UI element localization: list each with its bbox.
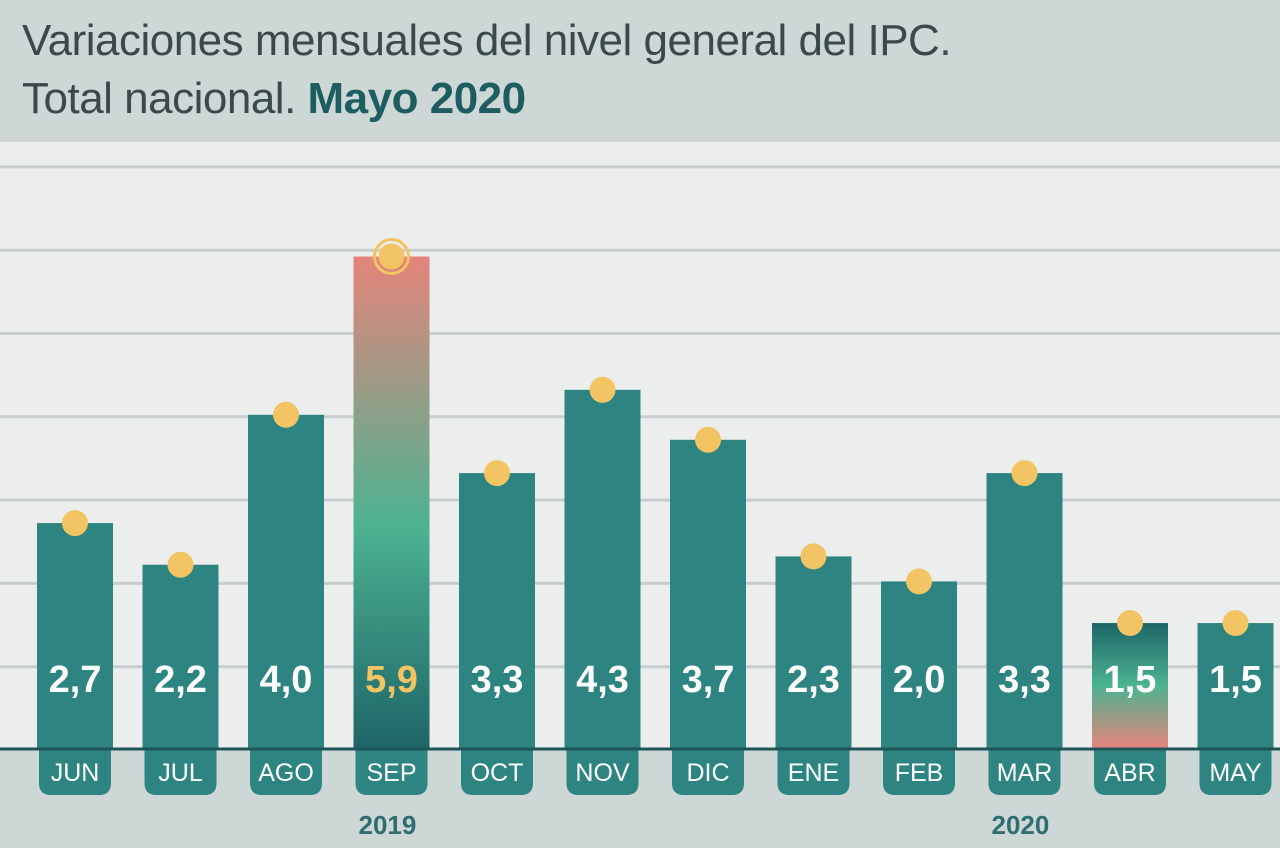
category-label-nov: NOV [575,759,630,787]
marker-dic [695,426,721,453]
bar-jul [142,564,219,748]
chart-title-line1: Variaciones mensuales del nivel general … [22,16,952,65]
value-label-ago: 4,0 [260,659,313,701]
bars: 2,7 2,2 4,0 5,9 3,3 4,3 3,7 2,3 2,0 3,3 1,5 1,5 [37,238,1274,748]
marker-jul [167,551,194,578]
marker-ene [800,543,827,570]
tab-ago [250,750,322,795]
marker-oct [484,460,510,487]
category-label-feb: FEB [895,759,944,787]
marker-mar [1011,460,1038,487]
chart-title-accent: Mayo 2020 [307,74,527,123]
bar-feb [881,581,957,748]
bar-mar [986,473,1063,748]
marker-abr [1117,610,1143,637]
bar-may [1197,623,1274,748]
value-label-sep: 5,9 [365,659,418,701]
chart-title-line2: Total nacional. Mayo 2020 [22,74,526,124]
tab-sep [355,750,428,795]
category-tabs: JUN JUL AGO SEP OCT NOV DIC ENE FEB MAR ABR MAY [0,747,1280,795]
category-label-sep: SEP [366,759,416,787]
marker-sep [378,243,405,270]
marker-nov [589,376,616,403]
year-label-2019: 2019 [358,810,417,840]
marker-feb [906,568,932,595]
category-label-jul: JUL [158,759,203,787]
bar-dic [670,439,746,748]
chart-title-plain: Total nacional. [22,74,296,123]
bar-ene [775,556,852,748]
tab-abr [1094,750,1166,795]
category-label-dic: DIC [686,759,729,787]
category-label-ago: AGO [258,759,314,787]
value-label-oct: 3,3 [471,659,524,701]
value-label-nov: 4,3 [576,659,629,701]
tab-mar [988,750,1061,795]
tab-nov [566,750,639,795]
marker-jun [62,510,88,537]
category-label-abr: ABR [1104,759,1155,787]
tab-jun [39,750,111,795]
category-label-ene: ENE [788,759,839,787]
bar-sep [353,256,430,748]
category-label-mar: MAR [997,759,1053,787]
category-label-may: MAY [1209,759,1262,787]
category-label-oct: OCT [471,759,524,787]
marker-may [1222,610,1249,637]
value-label-ene: 2,3 [787,659,840,701]
value-label-may: 1,5 [1209,659,1262,701]
value-label-jun: 2,7 [49,659,102,701]
marker-ago [273,401,299,428]
marker-ring-sep [373,238,410,276]
bar-nov [564,389,641,748]
tab-feb [883,750,955,795]
bar-jun [37,523,113,748]
bar-oct [459,473,535,748]
value-label-dic: 3,7 [682,659,735,701]
chart-header: Variaciones mensuales del nivel general … [0,0,1280,142]
tab-dic [672,750,744,795]
bar-abr [1092,623,1168,748]
value-label-abr: 1,5 [1104,659,1157,701]
year-label-2020: 2020 [991,810,1050,840]
category-label-jun: JUN [51,759,100,787]
value-label-feb: 2,0 [893,659,946,701]
value-label-mar: 3,3 [998,659,1051,701]
tab-may [1199,750,1272,795]
tab-jul [144,750,217,795]
value-label-jul: 2,2 [154,659,207,701]
tab-oct [461,750,533,795]
bar-ago [248,414,324,748]
tab-ene [777,750,850,795]
